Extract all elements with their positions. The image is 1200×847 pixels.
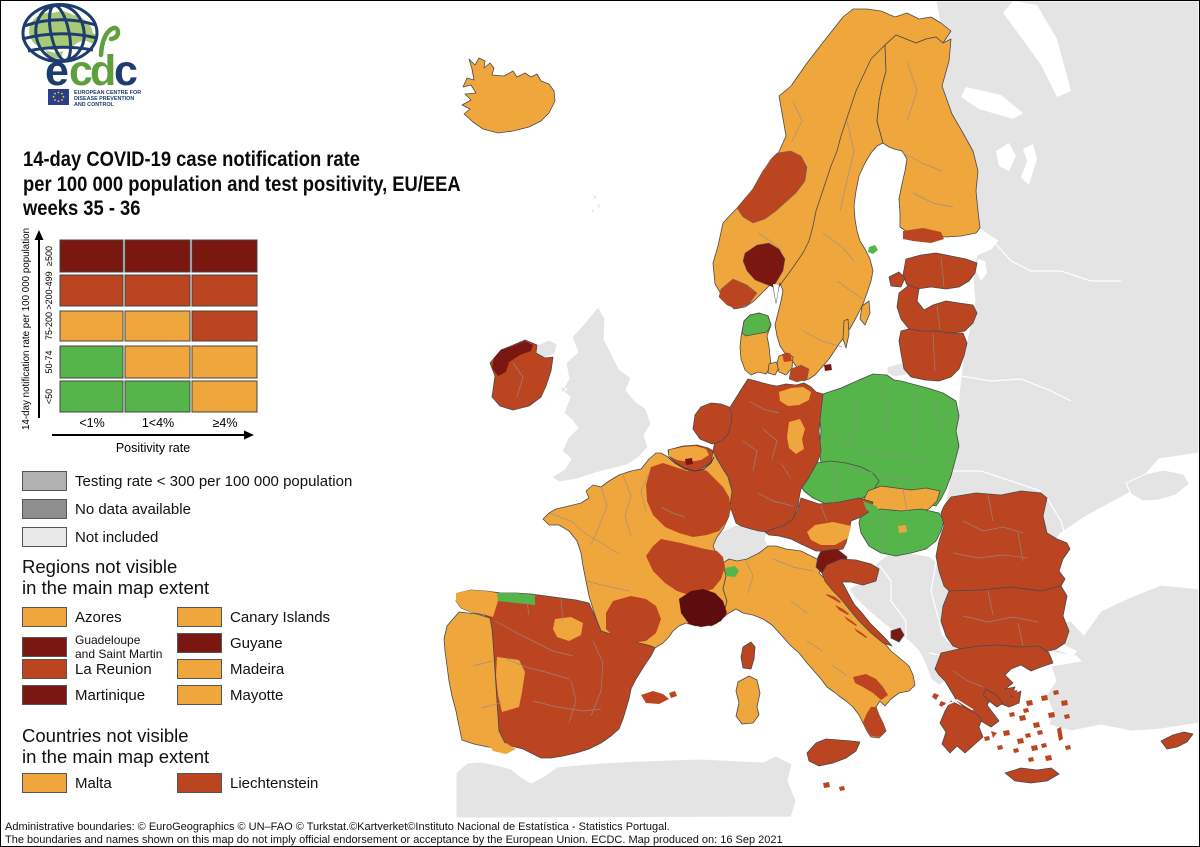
- svg-text:≥500: ≥500: [44, 246, 54, 266]
- svg-text:c: c: [114, 47, 138, 95]
- svg-text:AND CONTROL: AND CONTROL: [74, 102, 115, 108]
- svg-text:c: c: [69, 47, 93, 95]
- svg-text:DISEASE PREVENTION: DISEASE PREVENTION: [74, 96, 134, 102]
- svg-text:50-74: 50-74: [44, 350, 54, 373]
- svg-text:<50: <50: [44, 389, 54, 404]
- svg-text:Positivity rate: Positivity rate: [116, 441, 190, 455]
- svg-text:EUROPEAN CENTRE FOR: EUROPEAN CENTRE FOR: [74, 90, 141, 96]
- svg-text:>200-499: >200-499: [44, 271, 54, 309]
- svg-text:≥4%: ≥4%: [213, 416, 238, 430]
- svg-text:e: e: [45, 47, 69, 95]
- svg-text:14-day notification rate per 1: 14-day notification rate per 100 000 pop…: [21, 228, 32, 430]
- svg-text:<1%: <1%: [79, 416, 104, 430]
- svg-text:1<4%: 1<4%: [142, 416, 174, 430]
- svg-text:75-200: 75-200: [44, 312, 54, 340]
